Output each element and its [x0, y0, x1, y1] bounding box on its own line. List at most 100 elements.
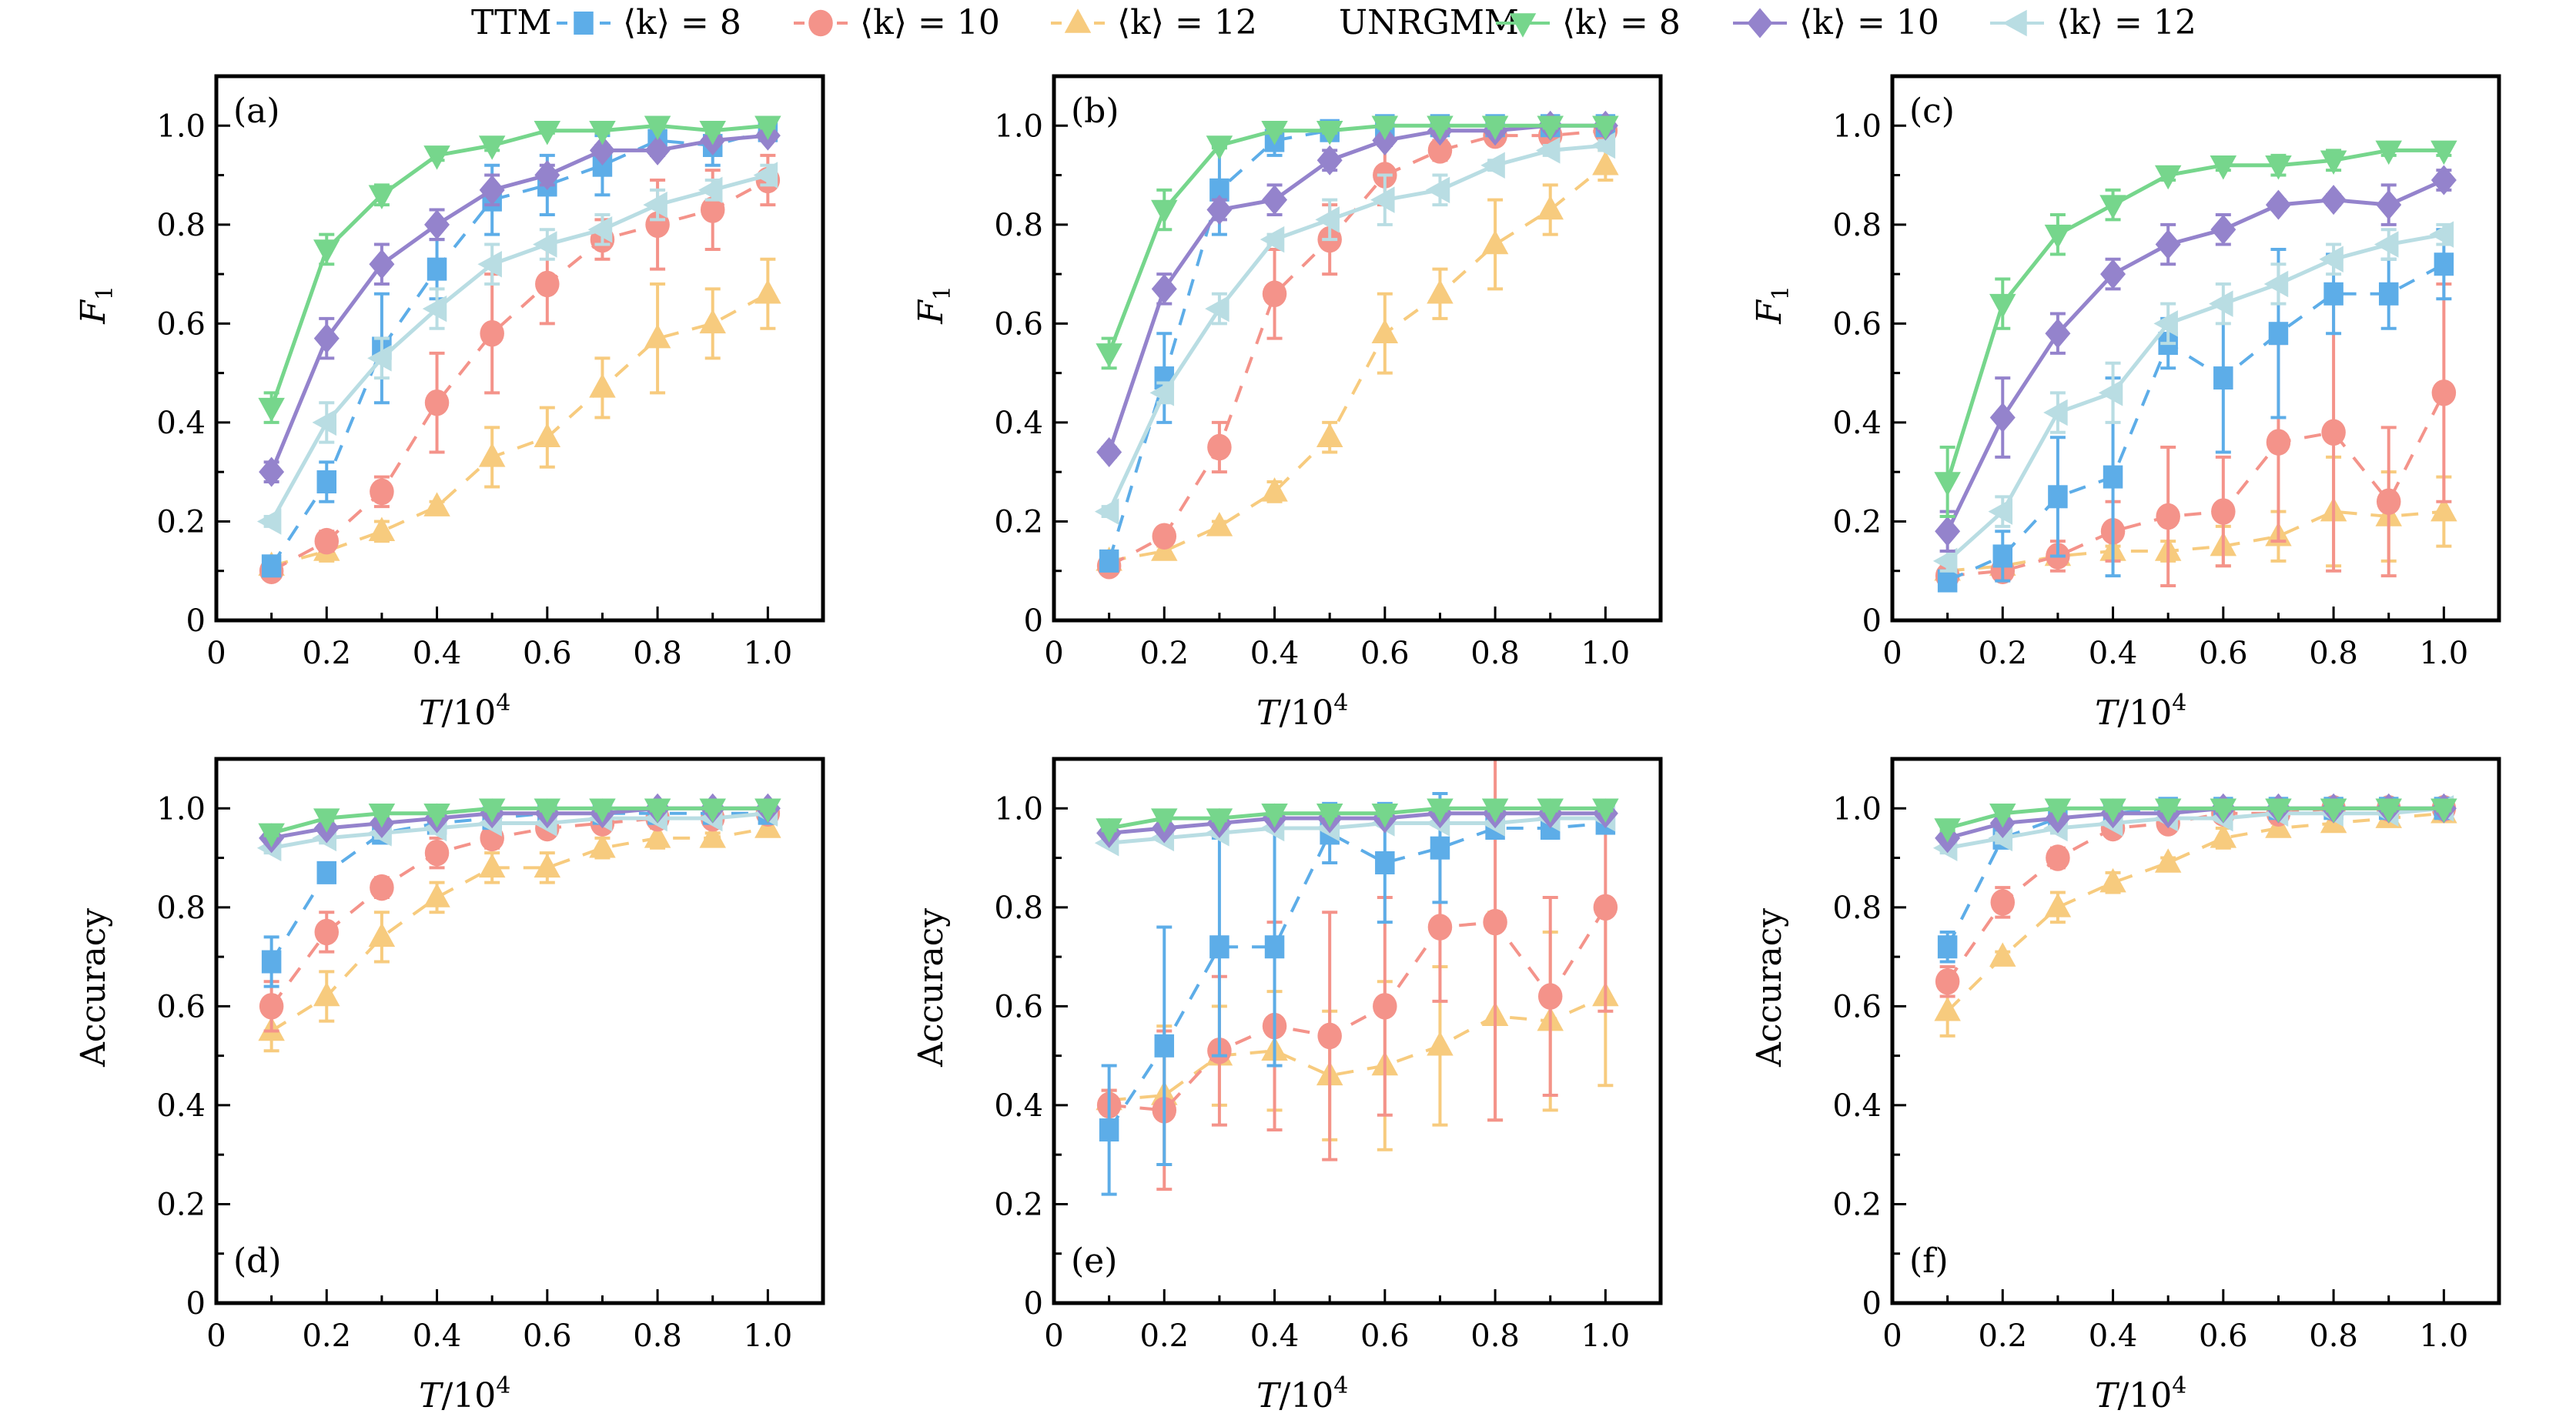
x-axis: 0 0.2 0.4 0.6 0.8 1.0: [1044, 607, 1630, 671]
series-line: [269, 133, 768, 473]
data-point: [2211, 498, 2236, 525]
data-point: [1096, 436, 1122, 467]
panel-label: (b): [1071, 92, 1119, 131]
data-point: [313, 808, 340, 833]
data-point: [1427, 798, 1454, 824]
series-line: [271, 811, 768, 851]
plot-frame: [214, 757, 825, 1305]
x-tick-label: 0.4: [1250, 636, 1300, 671]
data-point: [587, 216, 613, 243]
series-un_k8: [1096, 798, 1619, 843]
data-point: [534, 120, 561, 145]
x-tick-label: 0.8: [1470, 1318, 1520, 1354]
series-ttm_k8: [1099, 114, 1616, 573]
series-line: [270, 811, 768, 1008]
x-tick-label: 1.0: [1581, 636, 1631, 671]
series-line: [269, 123, 768, 409]
data-point: [1154, 1034, 1175, 1058]
data-point: [259, 456, 285, 487]
data-point: [424, 209, 450, 240]
x-tick-label: 0.8: [1470, 636, 1520, 671]
x-tick-label: 0.8: [633, 636, 682, 671]
data-point: [1427, 137, 1453, 164]
series-line: [269, 811, 768, 963]
data-point: [2210, 798, 2237, 824]
series-un_k8: [1934, 140, 2457, 519]
series-un_k10: [259, 120, 781, 487]
data-point: [1990, 889, 2016, 916]
data-point: [478, 853, 506, 878]
series-un_k10: [1096, 798, 1618, 848]
x-axis: 0 0.2 0.4 0.6 0.8 1.0: [1882, 1289, 2468, 1354]
data-point: [644, 323, 671, 349]
data-point: [1099, 1118, 1119, 1142]
data-point: [2099, 195, 2126, 219]
data-point: [2155, 229, 2181, 260]
x-axis-title: T/104: [1256, 1372, 1348, 1415]
series-un_k8: [258, 798, 781, 848]
x-tick-label: 0: [1044, 636, 1063, 671]
y-axis: 0 0.2 0.4 0.6 0.8 1.0: [156, 791, 230, 1322]
y-tick-label: 0.4: [1832, 1088, 1882, 1124]
data-point: [1151, 808, 1178, 833]
x-tick-label: 0.2: [1978, 1318, 2027, 1354]
y-tick-label: 0.6: [156, 306, 206, 342]
data-point: [1592, 798, 1619, 824]
data-point: [2430, 798, 2457, 824]
data-point: [368, 185, 396, 210]
data-point: [2321, 419, 2346, 446]
series-ttm_k10: [259, 800, 781, 1033]
data-point: [589, 373, 616, 398]
data-point: [1425, 176, 1450, 204]
series-un_k8: [258, 115, 781, 424]
data-point: [2046, 844, 2070, 871]
series-line: [1946, 806, 2444, 830]
y-tick-label: 0.8: [156, 891, 206, 926]
data-point: [1152, 523, 1177, 550]
y-axis: 0 0.2 0.4 0.6 0.8 1.0: [1832, 109, 1906, 639]
data-point: [316, 470, 337, 494]
x-tick-label: 0.6: [2199, 636, 2248, 671]
data-point: [700, 196, 725, 223]
data-point: [699, 798, 726, 824]
x-tick-label: 0.4: [1250, 1318, 1300, 1354]
data-point: [261, 950, 282, 974]
series-line: [1109, 811, 1606, 835]
series-line: [271, 292, 769, 568]
x-tick-label: 1.0: [744, 1318, 793, 1354]
y-tick-label: 0.6: [1832, 989, 1882, 1024]
data-point: [2210, 155, 2237, 180]
data-point: [1149, 379, 1175, 406]
data-point: [2265, 155, 2292, 180]
legend-group-title: UNRGMM: [1339, 3, 1519, 42]
series-ttm_k12: [1096, 905, 1619, 1167]
data-point: [314, 918, 340, 946]
data-point: [1260, 226, 1285, 253]
data-point: [2265, 189, 2291, 220]
data-point: [534, 160, 560, 191]
data-point: [2374, 231, 2399, 258]
data-point: [423, 803, 450, 828]
x-tick-label: 0.6: [2199, 1318, 2248, 1354]
y-tick-label: 0.6: [994, 989, 1043, 1024]
data-point: [1262, 185, 1288, 216]
legend-marker: [808, 9, 833, 37]
x-tick-label: 0.2: [1139, 636, 1189, 671]
y-tick-label: 1.0: [156, 109, 206, 144]
x-tick-label: 0.6: [523, 1318, 572, 1354]
x-tick-label: 0.4: [2089, 1318, 2138, 1354]
x-tick-label: 0: [1882, 636, 1902, 671]
data-point: [1937, 569, 1958, 593]
y-tick-label: 0.6: [994, 306, 1043, 342]
series-un_k8: [1096, 115, 1619, 370]
y-tick-label: 1.0: [1832, 109, 1882, 144]
data-point: [1937, 935, 1958, 959]
data-point: [699, 309, 726, 334]
data-point: [1316, 803, 1343, 828]
data-point: [2431, 379, 2457, 406]
y-axis: 0 0.2 0.4 0.6 0.8 1.0: [994, 109, 1068, 639]
data-point: [316, 861, 337, 884]
y-axis-title: F1: [74, 286, 119, 325]
data-point: [644, 135, 671, 165]
panel-d: 0 0.2 0.4 0.6 0.8 1.0 0 0.2 0.4 0.6 0.8 1.0 T/104 Acc…: [74, 757, 825, 1415]
